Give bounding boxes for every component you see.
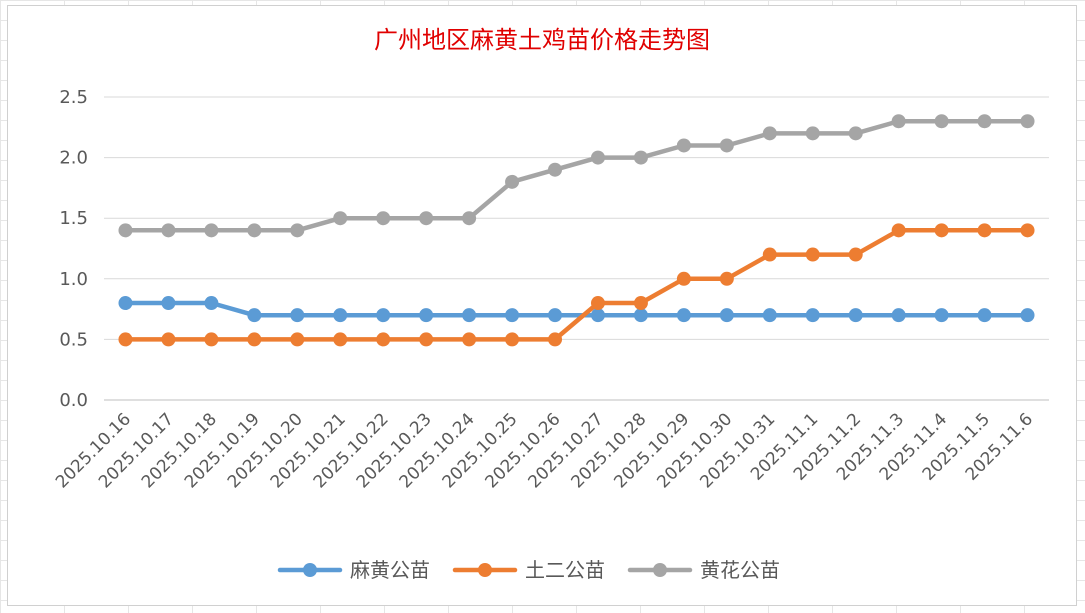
legend-item: 土二公苗 <box>452 558 605 582</box>
data-point <box>505 332 520 347</box>
data-point <box>333 211 348 226</box>
data-point <box>548 308 563 323</box>
data-point <box>247 308 262 323</box>
data-point <box>376 332 391 347</box>
data-point <box>805 126 820 141</box>
data-point <box>633 150 648 165</box>
data-point <box>419 211 434 226</box>
legend-item: 麻黄公苗 <box>277 558 430 582</box>
legend-marker <box>478 563 492 577</box>
data-point <box>462 332 477 347</box>
data-point <box>805 247 820 262</box>
data-point <box>419 308 434 323</box>
data-point <box>719 308 734 323</box>
data-point <box>290 308 305 323</box>
data-point <box>161 332 176 347</box>
legend-marker <box>653 563 667 577</box>
data-point <box>762 247 777 262</box>
data-point <box>505 308 520 323</box>
data-point <box>462 211 477 226</box>
x-axis-ticks: 2025.10.162025.10.172025.10.182025.10.19… <box>52 409 1037 492</box>
data-point <box>934 223 949 238</box>
data-point <box>676 271 691 286</box>
series-3 <box>118 114 1035 238</box>
data-point <box>333 308 348 323</box>
legend-label: 麻黄公苗 <box>350 558 430 582</box>
data-point <box>590 150 605 165</box>
data-point <box>118 332 133 347</box>
data-point <box>290 223 305 238</box>
data-point <box>505 174 520 189</box>
y-tick-label: 1.5 <box>59 208 88 229</box>
data-point <box>891 223 906 238</box>
data-point <box>161 223 176 238</box>
data-point <box>590 308 605 323</box>
series-1 <box>118 296 1035 323</box>
data-point <box>977 114 992 129</box>
chart-area[interactable] <box>7 5 1077 606</box>
data-point <box>204 296 219 311</box>
series-line <box>123 300 1030 318</box>
data-point <box>848 126 863 141</box>
data-series <box>118 114 1035 347</box>
data-point <box>977 223 992 238</box>
data-point <box>376 211 391 226</box>
data-point <box>204 332 219 347</box>
data-point <box>848 247 863 262</box>
data-point <box>977 308 992 323</box>
data-point <box>891 114 906 129</box>
y-tick-label: 0.5 <box>59 329 88 350</box>
legend-item: 黄花公苗 <box>627 558 780 582</box>
data-point <box>548 162 563 177</box>
y-tick-label: 2.5 <box>59 87 88 108</box>
data-point <box>934 308 949 323</box>
data-point <box>290 332 305 347</box>
data-point <box>848 308 863 323</box>
data-point <box>548 332 563 347</box>
data-point <box>891 308 906 323</box>
data-point <box>1020 223 1035 238</box>
data-point <box>633 296 648 311</box>
series-line <box>123 228 1030 342</box>
data-point <box>762 126 777 141</box>
data-point <box>719 138 734 153</box>
data-point <box>376 308 391 323</box>
series-line <box>123 118 1030 233</box>
data-point <box>719 271 734 286</box>
gridlines <box>104 96 1049 401</box>
data-point <box>676 308 691 323</box>
data-point <box>462 308 477 323</box>
legend-label: 黄花公苗 <box>700 558 780 582</box>
data-point <box>1020 114 1035 129</box>
data-point <box>1020 308 1035 323</box>
data-point <box>762 308 777 323</box>
legend-marker <box>303 563 317 577</box>
y-axis-ticks: 0.0 0.5 1.0 1.5 2.0 2.5 <box>59 87 88 411</box>
y-tick-label: 2.0 <box>59 148 88 169</box>
data-point <box>247 332 262 347</box>
data-point <box>333 332 348 347</box>
data-point <box>161 296 176 311</box>
data-point <box>247 223 262 238</box>
data-point <box>805 308 820 323</box>
y-tick-label: 0.0 <box>59 390 88 411</box>
data-point <box>590 296 605 311</box>
data-point <box>118 223 133 238</box>
data-point <box>676 138 691 153</box>
data-point <box>419 332 434 347</box>
y-tick-label: 1.0 <box>59 269 88 290</box>
data-point <box>633 308 648 323</box>
chart-title: 广州地区麻黄土鸡苗价格走势图 <box>374 26 710 54</box>
data-point <box>204 223 219 238</box>
legend-label: 土二公苗 <box>525 558 605 582</box>
data-point <box>934 114 949 129</box>
data-point <box>118 296 133 311</box>
legend: 麻黄公苗 土二公苗 黄花公苗 <box>277 558 780 582</box>
series-2 <box>118 223 1035 347</box>
